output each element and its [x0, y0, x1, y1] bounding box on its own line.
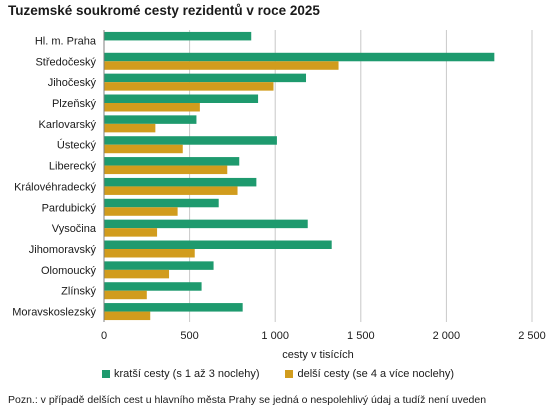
bar-long-trips	[104, 82, 274, 91]
bar-short-trips	[104, 31, 252, 41]
chart-title: Tuzemské soukromé cesty rezidentů v roce…	[8, 3, 320, 18]
bar-short-trips	[104, 282, 202, 291]
category-label: Zlínský	[61, 286, 96, 298]
bar-long-trips	[104, 290, 147, 300]
bar-long-trips	[104, 311, 151, 321]
x-tick-label: 2 500	[518, 330, 546, 342]
bar-long-trips	[104, 207, 178, 216]
x-tick-label: 2 000	[433, 330, 461, 342]
bar-long-trips	[104, 186, 238, 195]
category-label: Liberecký	[49, 161, 97, 173]
bar-short-trips	[104, 94, 259, 103]
bar-short-trips	[104, 198, 219, 208]
category-label: Moravskoslezský	[12, 307, 96, 319]
x-axis-title: cesty v tisících	[282, 349, 354, 361]
category-label: Plzeňský	[52, 98, 97, 110]
bar-short-trips	[104, 177, 257, 187]
category-label: Hl. m. Praha	[35, 35, 97, 47]
bar-short-trips	[104, 157, 240, 166]
bar-short-trips	[104, 240, 332, 249]
legend-label-long-trips: delší cesty (se 4 a více noclehy)	[297, 368, 454, 380]
legend-swatch-short-trips	[101, 370, 110, 378]
bar-long-trips	[104, 228, 158, 237]
bar-short-trips	[104, 115, 197, 124]
bar-long-trips	[104, 249, 195, 258]
bar-short-trips	[104, 52, 495, 62]
category-label: Středočeský	[35, 56, 96, 68]
bar-long-trips	[104, 123, 156, 133]
category-label: Královéhradecký	[14, 181, 96, 193]
legend-swatch-long-trips	[285, 370, 294, 378]
legend-item-short-trips: kratší cesty (s 1 až 3 noclehy)	[101, 368, 260, 380]
x-tick-label: 0	[101, 330, 107, 342]
bar-long-trips	[104, 103, 200, 112]
bar-short-trips	[104, 219, 308, 229]
x-tick-label: 1 000	[261, 330, 289, 342]
bar-long-trips	[104, 61, 339, 70]
legend: kratší cesty (s 1 až 3 noclehy) delší ce…	[0, 368, 556, 380]
bar-long-trips	[104, 165, 228, 175]
x-tick-label: 500	[180, 330, 198, 342]
category-label: Karlovarský	[39, 119, 97, 131]
category-label: Pardubický	[42, 202, 97, 214]
axes: 0 500 1 000 1 500 2 000 2 500 Hl. m. Praha Stře…	[12, 30, 546, 342]
category-label: Jihomoravský	[29, 244, 97, 256]
category-label: Ústecký	[57, 139, 97, 152]
bar-short-trips	[104, 303, 243, 312]
category-label: Vysočina	[52, 223, 97, 235]
bar-long-trips	[104, 269, 170, 279]
category-label: Jihočeský	[48, 77, 97, 89]
bar-short-trips	[104, 73, 307, 83]
bar-short-trips	[104, 261, 214, 270]
category-label: Olomoucký	[41, 265, 97, 277]
footnote: Pozn.: v případě delších cest u hlavního…	[8, 394, 487, 406]
gridlines	[189, 30, 533, 322]
x-tick-label: 1 500	[347, 330, 375, 342]
legend-item-long-trips: delší cesty (se 4 a více noclehy)	[285, 368, 454, 380]
bars	[104, 31, 495, 321]
bar-long-trips	[104, 144, 183, 154]
bar-short-trips	[104, 136, 277, 145]
legend-label-short-trips: kratší cesty (s 1 až 3 noclehy)	[113, 368, 260, 380]
